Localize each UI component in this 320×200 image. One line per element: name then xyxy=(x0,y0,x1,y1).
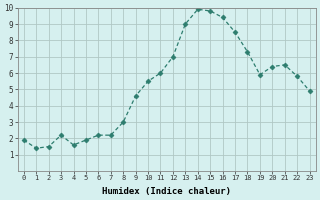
X-axis label: Humidex (Indice chaleur): Humidex (Indice chaleur) xyxy=(102,187,231,196)
